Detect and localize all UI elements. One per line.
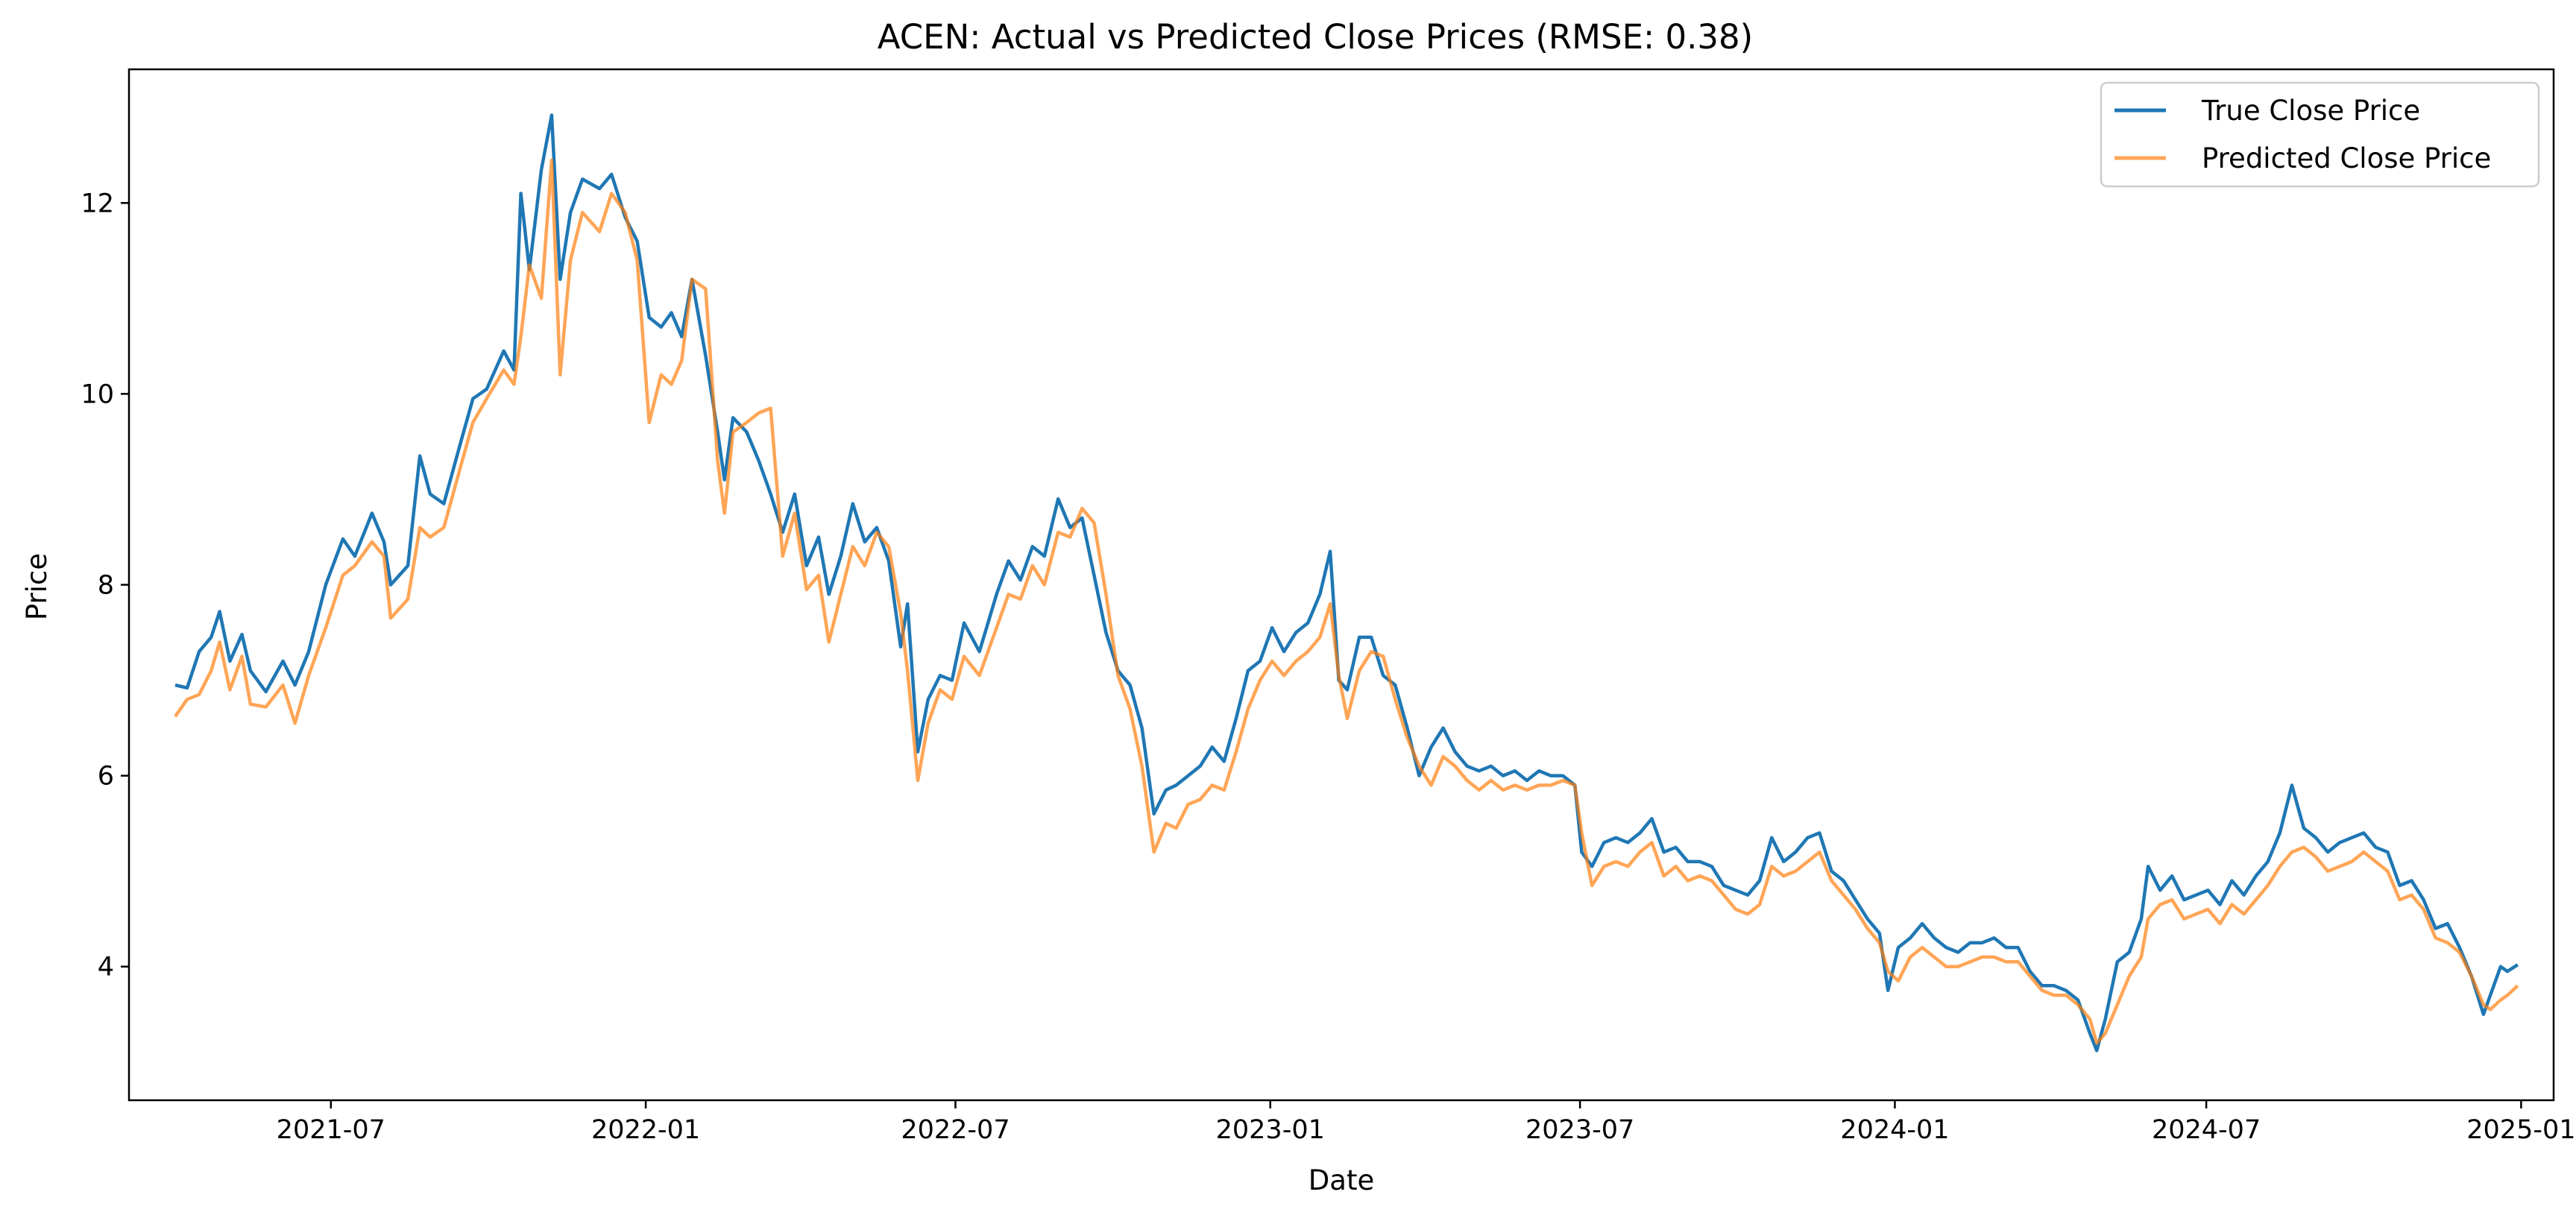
y-tick-label: 10 [81, 379, 114, 409]
x-tick-label: 2022-01 [591, 1115, 700, 1145]
x-tick-label: 2025-01 [2466, 1115, 2575, 1145]
series-line-predicted-close-price [174, 158, 2519, 1045]
y-axis-label: Price [21, 553, 53, 620]
x-axis-label: Date [1309, 1164, 1374, 1196]
y-tick-label: 4 [98, 953, 114, 982]
y-axis: 4 6 8 10 12 [81, 189, 129, 982]
plot-area [174, 113, 2519, 1053]
legend: True Close Price Predicted Close Price [2100, 81, 2540, 188]
x-tick-label: 2023-01 [1216, 1115, 1325, 1145]
x-tick-label: 2023-07 [1525, 1115, 1634, 1145]
x-tick-label: 2022-07 [901, 1115, 1010, 1145]
y-tick-label: 6 [98, 762, 114, 792]
x-axis: 2021-07 2022-01 2022-07 2023-01 2023-07 2024-… [277, 1100, 2576, 1145]
series-line-true-close-price [174, 113, 2519, 1053]
y-tick-label: 12 [81, 189, 114, 218]
legend-label-predicted-close-price: Predicted Close Price [2202, 142, 2491, 174]
x-tick-label: 2021-07 [277, 1115, 385, 1145]
x-tick-label: 2024-07 [2152, 1115, 2261, 1145]
y-tick-label: 8 [98, 571, 114, 601]
legend-box [2100, 81, 2540, 188]
chart-title: ACEN: Actual vs Predicted Close Prices (… [878, 17, 1753, 57]
x-tick-label: 2024-01 [1840, 1115, 1949, 1145]
legend-label-true-close-price: True Close Price [2201, 95, 2420, 127]
